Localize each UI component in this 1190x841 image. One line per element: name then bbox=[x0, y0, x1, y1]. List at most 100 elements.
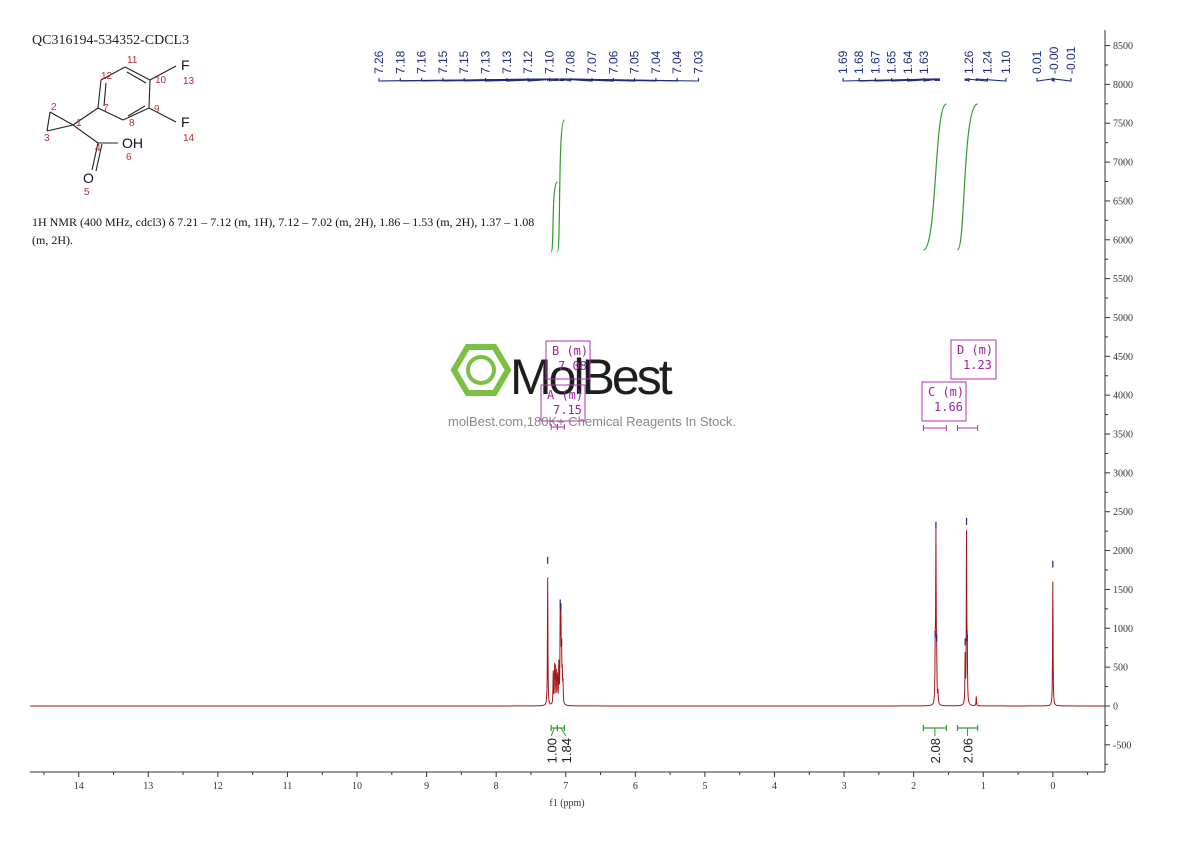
x-tick-label: 13 bbox=[143, 781, 153, 792]
aliphatic2-peak-label: 1.26 bbox=[962, 50, 976, 74]
x-tick-label: 3 bbox=[842, 781, 847, 792]
y-tick-label: 1000 bbox=[1113, 624, 1133, 635]
y-tick-label: 1500 bbox=[1113, 585, 1133, 596]
aromatic-peak-label: 7.18 bbox=[393, 50, 407, 74]
atom-num-11: 11 bbox=[127, 55, 138, 66]
aromatic-peak-label: 7.13 bbox=[500, 50, 514, 74]
atom-o-5: O bbox=[83, 170, 94, 186]
atom-num-14: 14 bbox=[183, 133, 195, 144]
sample-id: QC316194-534352-CDCL3 bbox=[32, 33, 189, 48]
nmr-description-line1: 1H NMR (400 MHz, cdcl3) δ 7.21 – 7.12 (m… bbox=[32, 215, 534, 229]
y-tick-label: 8500 bbox=[1113, 41, 1133, 52]
reference-peak-connector bbox=[1052, 78, 1072, 82]
y-tick-label: 2000 bbox=[1113, 546, 1133, 557]
atom-num-6: 6 bbox=[126, 152, 132, 163]
aromatic-peak-connector bbox=[563, 78, 700, 82]
x-tick-label: 5 bbox=[702, 781, 707, 792]
aliphatic1-peak-connector bbox=[923, 78, 940, 82]
integral-curve-b bbox=[556, 119, 565, 253]
multiplet-a-name: A (m) bbox=[547, 388, 583, 402]
aromatic-peak-label: 7.07 bbox=[585, 50, 599, 74]
integral-curve-d bbox=[956, 103, 978, 251]
y-tick-label: 0 bbox=[1113, 701, 1118, 712]
y-tick-label: 5500 bbox=[1113, 274, 1133, 285]
x-tick-label: 2 bbox=[911, 781, 916, 792]
reference-peak-label: -0.00 bbox=[1047, 46, 1061, 74]
aromatic-peak-connector bbox=[527, 78, 558, 82]
aliphatic2-peak-connector bbox=[975, 78, 1007, 82]
atom-num-3: 3 bbox=[44, 133, 50, 144]
atom-num-13: 13 bbox=[183, 76, 195, 87]
integral-curves bbox=[550, 103, 978, 253]
nmr-description-line2: (m, 2H). bbox=[32, 233, 73, 247]
y-tick-label: 7000 bbox=[1113, 158, 1133, 169]
y-tick-label: 2500 bbox=[1113, 507, 1133, 518]
y-tick-label: 4500 bbox=[1113, 352, 1133, 363]
x-tick-label: 10 bbox=[352, 781, 362, 792]
x-tick-label: 14 bbox=[74, 781, 84, 792]
atom-f-13: F bbox=[181, 57, 190, 73]
aromatic-peak-label: 7.13 bbox=[479, 50, 493, 74]
x-tick-label: 8 bbox=[494, 781, 499, 792]
aliphatic1-peak-label: 1.67 bbox=[868, 50, 882, 74]
integral-connector bbox=[560, 727, 567, 737]
integral-connector bbox=[550, 727, 555, 737]
atom-num-1: 1 bbox=[76, 118, 82, 129]
aromatic-peak-label: 7.06 bbox=[606, 50, 620, 74]
multiplet-b bbox=[545, 340, 591, 380]
atom-num-8: 8 bbox=[129, 118, 135, 129]
aromatic-peak-label: 7.10 bbox=[542, 50, 556, 74]
aromatic-peak-connector bbox=[548, 78, 560, 82]
atom-num-4: 4 bbox=[95, 143, 101, 154]
x-tick-label: 12 bbox=[213, 781, 223, 792]
aromatic-peak-label: 7.05 bbox=[628, 50, 642, 74]
x-tick-label: 1 bbox=[981, 781, 986, 792]
aromatic-peak-label: 7.04 bbox=[649, 50, 663, 74]
aliphatic1-peak-label: 1.69 bbox=[836, 50, 850, 74]
aliphatic1-peak-label: 1.68 bbox=[852, 50, 866, 74]
y-tick-label: 3500 bbox=[1113, 430, 1133, 441]
benzene-logo-icon bbox=[450, 344, 512, 396]
aromatic-peak-label: 7.15 bbox=[436, 50, 450, 74]
multiplet-c bbox=[921, 381, 967, 422]
y-tick-label: 6500 bbox=[1113, 196, 1133, 207]
multiplet-c-name: C (m) bbox=[928, 385, 964, 399]
aliphatic1-peak-label: 1.65 bbox=[885, 50, 899, 74]
aliphatic1-peak-label: 1.63 bbox=[917, 50, 931, 74]
aromatic-peak-label: 7.03 bbox=[692, 50, 706, 74]
integral-value: 2.08 bbox=[928, 738, 943, 763]
multiplet-d-shift: 1.23 bbox=[963, 358, 992, 372]
integral-bars: 1.00 1.84 2.08 2.06 bbox=[544, 725, 979, 763]
x-tick-label: 9 bbox=[424, 781, 429, 792]
aromatic-peak-label: 7.04 bbox=[670, 50, 684, 74]
multiplet-a-shift: 7.15 bbox=[553, 403, 582, 417]
y-tick-label: 5000 bbox=[1113, 313, 1133, 324]
atom-num-10: 10 bbox=[155, 75, 167, 86]
y-tick-label: 500 bbox=[1113, 663, 1128, 674]
atom-num-5: 5 bbox=[84, 187, 90, 198]
multiplet-b-name: B (m) bbox=[552, 344, 588, 358]
atom-num-12: 12 bbox=[101, 71, 113, 82]
x-tick-label: 0 bbox=[1050, 781, 1055, 792]
integral-curve-a bbox=[550, 181, 558, 253]
watermark-tagline: molBest.com,180K+ Chemical Reagents In S… bbox=[448, 414, 736, 429]
axes: 14 13 12 11 10 9 8 7 6 5 4 3 2 1 0-5000500100015002000… bbox=[30, 30, 1133, 792]
atom-num-7: 7 bbox=[103, 103, 109, 114]
aromatic-peak-label: 7.08 bbox=[564, 50, 578, 74]
x-tick-label: 11 bbox=[283, 781, 293, 792]
y-tick-label: -500 bbox=[1113, 740, 1131, 751]
aliphatic2-peak-label: 1.10 bbox=[999, 50, 1013, 74]
aliphatic2-peak-label: 1.24 bbox=[981, 50, 995, 74]
integral-value: 2.06 bbox=[961, 738, 976, 763]
y-tick-label: 3000 bbox=[1113, 468, 1133, 479]
aromatic-peak-label: 7.15 bbox=[457, 50, 471, 74]
integral-value: 1.84 bbox=[559, 738, 574, 763]
reference-peak-label: -0.01 bbox=[1064, 46, 1078, 74]
y-tick-label: 7500 bbox=[1113, 119, 1133, 130]
integral-curve-c bbox=[922, 103, 947, 251]
atom-num-9: 9 bbox=[154, 104, 160, 115]
atom-oh-6: OH bbox=[122, 135, 143, 151]
multiplet-boxes: B (m)7.08 A (m)7.15 C (m)1.66 D (m)1.23 bbox=[540, 339, 997, 431]
atom-f-14: F bbox=[181, 114, 190, 130]
